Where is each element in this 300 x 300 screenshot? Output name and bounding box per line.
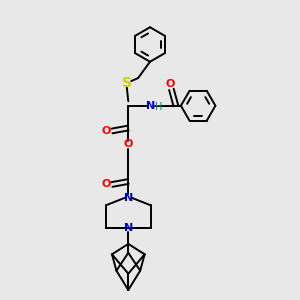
Text: O: O — [124, 140, 133, 149]
Text: H: H — [155, 102, 163, 112]
Text: O: O — [165, 79, 175, 89]
Text: O: O — [102, 179, 111, 190]
Text: N: N — [124, 223, 133, 232]
Text: N: N — [146, 101, 155, 111]
Text: S: S — [122, 76, 132, 90]
Text: O: O — [102, 126, 111, 136]
Text: N: N — [124, 193, 133, 203]
